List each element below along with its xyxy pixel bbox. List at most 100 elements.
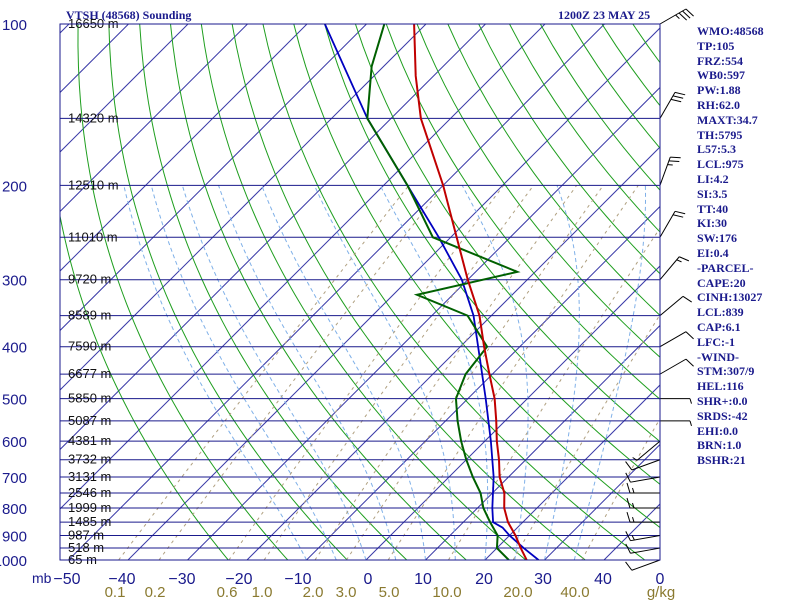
pressure-tick-label: 700 <box>2 470 27 487</box>
wind-barb <box>659 358 694 375</box>
wind-barb-feather <box>674 210 686 215</box>
isotherm-line <box>60 24 189 153</box>
wind-barb <box>659 295 692 317</box>
index-item: SHR+:0.0 <box>697 393 748 408</box>
dewpoint-line <box>366 24 521 560</box>
index-item: TH:5795 <box>697 127 743 142</box>
index-item: HEL:116 <box>697 379 744 394</box>
index-item: EI:0.4 <box>697 245 729 260</box>
wind-barb-staff <box>659 92 676 119</box>
index-item: CAP:6.1 <box>697 319 741 334</box>
isotherm-line <box>60 24 486 451</box>
wind-barb-feather <box>670 156 681 159</box>
temperature-tick-label: 20 <box>475 571 493 588</box>
mixing-ratio-unit-label: g/kg <box>647 584 675 600</box>
mixing-ratio-tick-label: 0.1 <box>105 584 126 600</box>
grid-layer <box>60 24 660 560</box>
wind-barb <box>632 440 661 461</box>
wind-barb-feather <box>685 8 694 17</box>
index-item: WB0:597 <box>697 68 745 83</box>
index-item: WMO:48568 <box>697 24 764 38</box>
wind-barbs-layer <box>625 8 694 571</box>
mixing-ratio-tick-label: 10.0 <box>432 584 461 600</box>
isotherm-line <box>127 27 660 560</box>
temperature-tick-label: 40 <box>594 571 612 588</box>
mixing-ratio-tick-label: 3.0 <box>336 584 357 600</box>
wind-barb-feather <box>682 10 691 19</box>
wind-barb-staff <box>659 295 684 317</box>
station-title: VTSH (48568) Sounding <box>66 8 192 22</box>
isotherm-line <box>60 24 248 213</box>
mixing-ratio-line <box>346 185 604 560</box>
wind-barb-feather <box>674 91 686 96</box>
wind-barb-half-feather <box>632 502 635 509</box>
dry-adiabat-line <box>200 24 527 560</box>
isotherm-line <box>306 205 660 560</box>
height-label: 518 m <box>68 540 104 555</box>
sounding-datetime: 1200Z 23 MAY 25 <box>558 8 651 22</box>
wind-barb-half-feather <box>632 457 638 461</box>
index-item: SI:3.5 <box>697 186 728 201</box>
wind-barb-staff <box>631 459 661 471</box>
wind-barb-half-feather <box>676 259 682 263</box>
wind-barb-staff <box>659 256 680 281</box>
index-item: SRDS:-42 <box>697 408 748 423</box>
height-label: 3131 m <box>68 469 111 484</box>
temperature-tick-label: −50 <box>53 571 80 588</box>
wind-barb <box>625 559 661 571</box>
index-item: STM:307/9 <box>697 364 755 379</box>
index-item: LCL:975 <box>697 157 744 172</box>
wind-barb-feather <box>672 214 684 218</box>
temperature-tick-label: −10 <box>284 571 311 588</box>
index-item: RH:62.0 <box>697 97 740 112</box>
wind-barb-staff <box>630 547 661 554</box>
isotherm-line <box>425 324 660 560</box>
wind-barb <box>625 531 661 542</box>
temperature-tick-label: −20 <box>225 571 252 588</box>
height-label: 7590 m <box>68 339 111 354</box>
wind-barb-feather <box>625 472 631 483</box>
wind-barb-staff <box>630 534 661 542</box>
wind-barb <box>625 459 661 471</box>
wind-barb-feather <box>672 95 684 99</box>
index-item: LCL:839 <box>697 305 744 320</box>
wind-barb <box>626 497 660 509</box>
wind-barb-feather <box>685 331 694 340</box>
wind-barb-feather <box>625 531 631 541</box>
index-item: LI:4.2 <box>697 171 729 186</box>
temperature-tick-label: 10 <box>414 571 432 588</box>
index-item: BSHR:21 <box>697 453 746 468</box>
index-item: LFC:-1 <box>697 334 735 349</box>
wind-barb <box>659 210 686 238</box>
height-label: 2546 m <box>68 485 111 500</box>
index-item: L57:5.3 <box>697 142 736 157</box>
moist-adiabat-line <box>181 185 367 560</box>
pressure-tick-label: 1000 <box>0 553 27 570</box>
index-item: SW:176 <box>697 231 738 246</box>
height-label: 8589 m <box>68 308 111 323</box>
wind-barb <box>659 91 686 119</box>
index-item: EHI:0.0 <box>697 423 739 438</box>
wind-barb-feather <box>679 256 690 262</box>
wind-barb <box>626 512 660 523</box>
indices-panel: WMO:48568 TP:105 FRZ:554 WB0:597 PW:1.88 RH:6… <box>697 24 800 468</box>
isotherm-line <box>60 24 308 272</box>
wind-barb-half-feather <box>632 517 635 523</box>
temperature-tick-label: 30 <box>534 571 552 588</box>
wind-barb <box>625 472 661 483</box>
index-item: -PARCEL- <box>697 260 754 275</box>
index-item: TT:40 <box>697 201 729 216</box>
index-item: PW:1.88 <box>697 83 741 98</box>
index-item: CAPE:20 <box>697 275 746 290</box>
index-item: MAXT:34.7 <box>697 112 758 127</box>
isotherm-line <box>60 24 367 332</box>
temperature-tick-label: 0 <box>364 571 373 588</box>
wind-barb-feather <box>625 561 633 571</box>
temperature-tick-label: 0 <box>656 571 665 588</box>
index-item: KI:30 <box>697 216 727 231</box>
pressure-tick-label: 500 <box>2 392 27 409</box>
isotherm-line <box>60 24 546 510</box>
mixing-ratio-line <box>228 185 504 560</box>
height-label: 9720 m <box>68 272 111 287</box>
wind-barb-feather <box>682 295 692 303</box>
